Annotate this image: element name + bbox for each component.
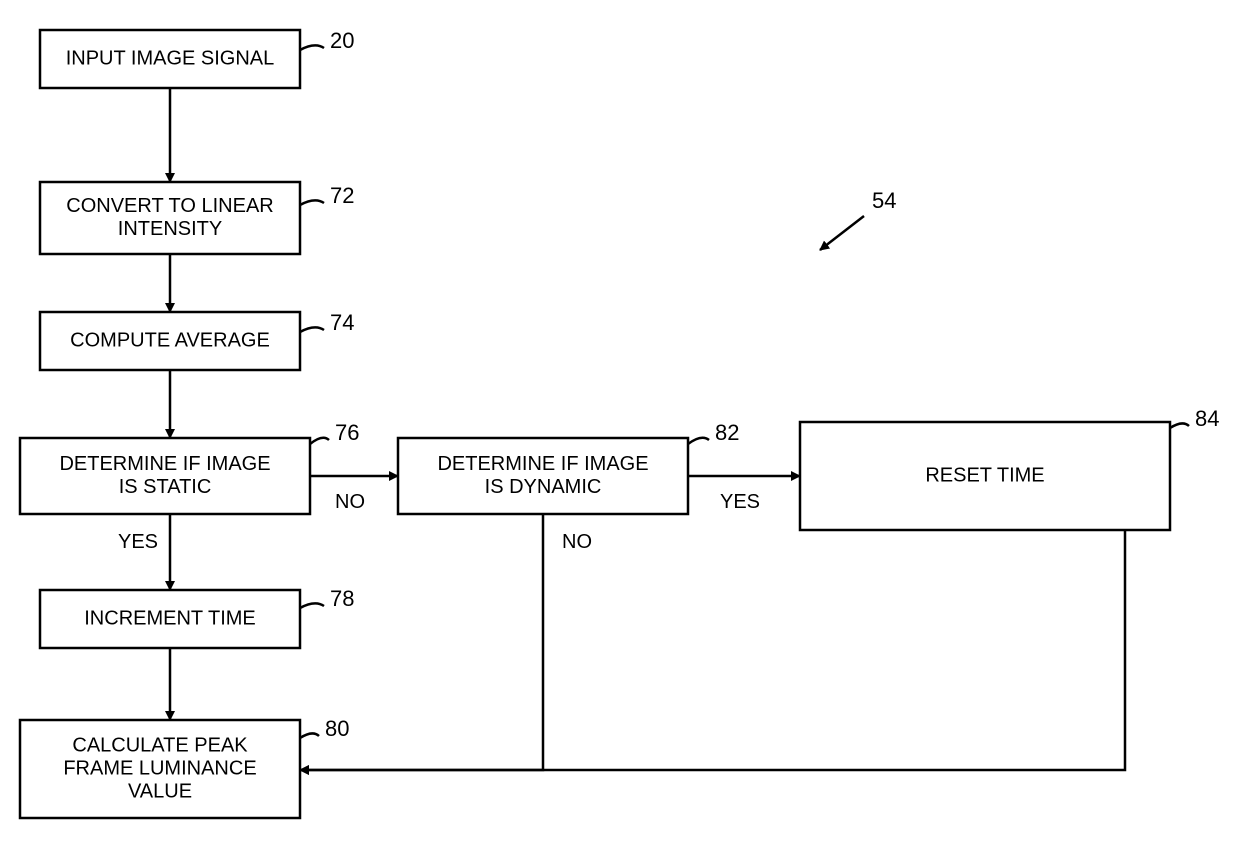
edge-label: NO — [562, 531, 592, 553]
ref-label: 74 — [330, 310, 354, 335]
ref-label: 80 — [325, 716, 349, 741]
node-label: CALCULATE PEAK — [72, 734, 248, 756]
edge-arrow — [300, 530, 1125, 770]
diagram-ref-arrow — [820, 216, 864, 250]
flow-node-n74: COMPUTE AVERAGE — [40, 312, 300, 370]
ref-leader — [1170, 423, 1189, 428]
reference-labels-layer: 20 72 74 76 78 80 82 84 54 — [300, 28, 1219, 741]
node-label: DETERMINE IF IMAGE — [59, 453, 270, 475]
edge-label: YES — [118, 531, 158, 553]
node-label: RESET TIME — [925, 464, 1044, 486]
node-label: DETERMINE IF IMAGE — [437, 453, 648, 475]
ref-leader — [688, 438, 709, 444]
ref-leader — [300, 200, 324, 205]
ref-label: 84 — [1195, 406, 1219, 431]
flow-node-n84: RESET TIME — [800, 422, 1170, 530]
edge-label: YES — [720, 491, 760, 513]
diagram-ref-label: 54 — [872, 188, 896, 213]
node-label: CONVERT TO LINEAR — [66, 195, 273, 217]
node-label: INTENSITY — [118, 218, 222, 240]
flow-node-n78: INCREMENT TIME — [40, 590, 300, 648]
flow-node-n72: CONVERT TO LINEARINTENSITY — [40, 182, 300, 254]
ref-label: 78 — [330, 586, 354, 611]
ref-label: 82 — [715, 420, 739, 445]
nodes-layer: INPUT IMAGE SIGNAL CONVERT TO LINEARINTEN… — [20, 30, 1170, 818]
node-label: INPUT IMAGE SIGNAL — [66, 47, 275, 69]
ref-label: 76 — [335, 420, 359, 445]
flow-node-n20: INPUT IMAGE SIGNAL — [40, 30, 300, 88]
node-label: IS DYNAMIC — [485, 476, 602, 498]
ref-label: 72 — [330, 183, 354, 208]
node-label: FRAME LUMINANCE — [63, 757, 256, 779]
flowchart-diagram: YES NO YES NO INPUT IMAGE SIGNAL CONVERT TO … — [0, 0, 1240, 860]
node-label: INCREMENT TIME — [84, 607, 256, 629]
flow-node-n82: DETERMINE IF IMAGEIS DYNAMIC — [398, 438, 688, 514]
ref-leader — [300, 45, 324, 50]
flow-node-n80: CALCULATE PEAKFRAME LUMINANCEVALUE — [20, 720, 300, 818]
ref-leader — [300, 327, 324, 332]
ref-leader — [300, 603, 324, 608]
ref-leader — [310, 438, 329, 444]
edge-label: NO — [335, 491, 365, 513]
node-label: COMPUTE AVERAGE — [70, 329, 270, 351]
flow-node-n76: DETERMINE IF IMAGEIS STATIC — [20, 438, 310, 514]
node-label: IS STATIC — [119, 476, 212, 498]
ref-label: 20 — [330, 28, 354, 53]
node-label: VALUE — [128, 780, 192, 802]
ref-leader — [300, 733, 319, 738]
